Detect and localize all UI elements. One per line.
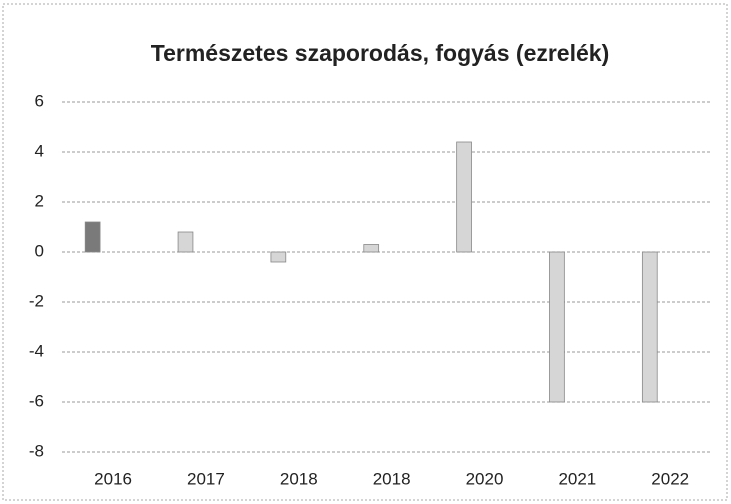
bar [641, 251, 658, 403]
y-tick-label: -8 [29, 441, 44, 460]
y-tick-label: -2 [29, 291, 44, 310]
y-tick-label: 2 [35, 191, 44, 210]
y-tick-label: 4 [35, 141, 44, 160]
y-tick-label: 0 [35, 241, 44, 260]
bar [177, 231, 194, 253]
x-tick-label: 2018 [280, 469, 318, 488]
y-tick-label: 6 [35, 91, 44, 110]
x-tick-label: 2020 [466, 469, 504, 488]
x-tick-label: 2017 [187, 469, 225, 488]
x-tick-label: 2021 [558, 469, 596, 488]
x-tick-label: 2016 [94, 469, 132, 488]
y-tick-label: -6 [29, 391, 44, 410]
bar [549, 251, 565, 403]
bar [84, 221, 101, 253]
y-tick-label: -4 [29, 341, 44, 360]
x-tick-label: 2018 [373, 469, 411, 488]
x-tick-label: 2022 [651, 469, 689, 488]
bar [270, 251, 287, 263]
bar [363, 244, 380, 253]
bar [456, 141, 472, 253]
chart-title: Természetes szaporodás, fogyás (ezrelék) [151, 40, 609, 66]
